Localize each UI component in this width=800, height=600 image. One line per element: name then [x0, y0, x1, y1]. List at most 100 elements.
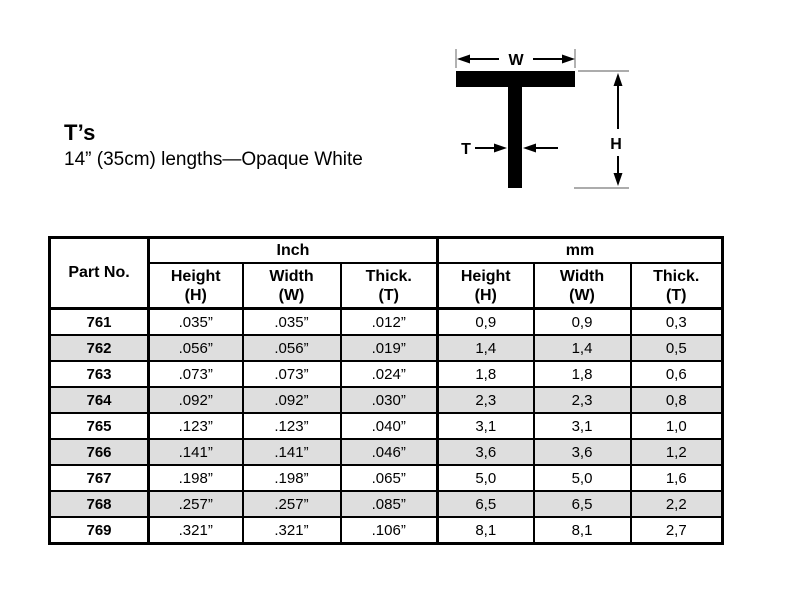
- mm-height-cell: 1,4: [436, 334, 535, 362]
- inch-width-cell: .257”: [241, 490, 342, 518]
- header-line2: (W): [569, 286, 595, 304]
- header-line2: (T): [666, 286, 687, 304]
- mm-height-cell: 8,1: [436, 516, 535, 545]
- mm-thick-cell: 0,8: [629, 386, 724, 414]
- mm-height-cell: 3,6: [436, 438, 535, 466]
- table-row: 769 .321” .321” .106” 8,1 8,1 2,7: [48, 516, 724, 545]
- mm-height-cell: 2,3: [436, 386, 535, 414]
- table-row: 762 .056” .056” .019” 1,4 1,4 0,5: [48, 334, 724, 362]
- part-no-cell: 765: [48, 412, 150, 440]
- inch-width-cell: .056”: [241, 334, 342, 362]
- inch-height-cell: .056”: [147, 334, 244, 362]
- header-line2: (H): [184, 286, 207, 304]
- inch-height-cell: .141”: [147, 438, 244, 466]
- header-line2: (H): [474, 286, 497, 304]
- mm-height-cell: 1,8: [436, 360, 535, 388]
- inch-height-cell: .092”: [147, 386, 244, 414]
- w-arrow-right-icon: [562, 54, 575, 64]
- t-dim-label: T: [461, 141, 471, 158]
- inch-thick-cell: .106”: [339, 516, 439, 545]
- h-arrow-up-icon: [613, 73, 623, 86]
- header-line1: Width: [559, 267, 605, 285]
- inch-width-cell: .073”: [241, 360, 342, 388]
- group-header-row: Part No. Inch mm: [48, 236, 724, 310]
- part-no-cell: 768: [48, 490, 150, 518]
- mm-group-header: mm: [436, 236, 724, 264]
- inch-thick-header: Thick. (T): [339, 262, 439, 310]
- part-no-cell: 769: [48, 516, 150, 545]
- sub-header-row: Height (H) Width (W) Thick. (T) Height (…: [50, 262, 724, 310]
- inch-height-cell: .257”: [147, 490, 244, 518]
- inch-thick-cell: .024”: [339, 360, 439, 388]
- inch-height-cell: .035”: [147, 307, 244, 336]
- table-row: 766 .141” .141” .046” 3,6 3,6 1,2: [48, 438, 724, 466]
- table-row: 761 .035” .035” .012” 0,9 0,9 0,3: [48, 307, 724, 336]
- page-title: T’s: [64, 120, 96, 145]
- mm-height-cell: 6,5: [436, 490, 535, 518]
- part-no-cell: 763: [48, 360, 150, 388]
- t-flange: [456, 71, 575, 87]
- inch-width-cell: .123”: [241, 412, 342, 440]
- inch-width-header: Width (W): [241, 262, 342, 310]
- inch-thick-cell: .085”: [339, 490, 439, 518]
- inch-thick-cell: .012”: [339, 307, 439, 336]
- inch-group-header: Inch: [147, 236, 439, 264]
- h-dim-label: H: [610, 136, 622, 153]
- header-line2: (W): [278, 286, 305, 304]
- header-line2: (T): [378, 286, 399, 304]
- mm-thick-cell: 0,3: [629, 307, 724, 336]
- mm-width-cell: 1,8: [532, 360, 632, 388]
- page-subtitle: 14” (35cm) lengths—Opaque White: [64, 149, 363, 170]
- part-no-cell: 766: [48, 438, 150, 466]
- mm-thick-cell: 0,5: [629, 334, 724, 362]
- table-header: Part No. Inch mm Height (H) Width (W) Th…: [48, 236, 724, 310]
- mm-thick-header: Thick. (T): [629, 262, 724, 310]
- inch-height-cell: .073”: [147, 360, 244, 388]
- t-arrow-right-icon: [494, 143, 507, 153]
- table-row: 764 .092” .092” .030” 2,3 2,3 0,8: [48, 386, 724, 414]
- table-body: 761 .035” .035” .012” 0,9 0,9 0,3 762 .0…: [48, 307, 724, 545]
- inch-width-cell: .198”: [241, 464, 342, 492]
- h-arrow-down-icon: [613, 173, 623, 186]
- inch-thick-cell: .046”: [339, 438, 439, 466]
- header-line1: Thick.: [365, 267, 412, 285]
- part-no-cell: 767: [48, 464, 150, 492]
- mm-thick-cell: 0,6: [629, 360, 724, 388]
- table-row: 768 .257” .257” .085” 6,5 6,5 2,2: [48, 490, 724, 518]
- inch-thick-cell: .030”: [339, 386, 439, 414]
- inch-height-cell: .123”: [147, 412, 244, 440]
- mm-thick-cell: 2,7: [629, 516, 724, 545]
- mm-height-cell: 5,0: [436, 464, 535, 492]
- table-row: 767 .198” .198” .065” 5,0 5,0 1,6: [48, 464, 724, 492]
- t-arrow-left-icon: [523, 143, 536, 153]
- header-line1: Width: [269, 267, 314, 285]
- t-stem: [508, 87, 522, 188]
- section-heading: T’s 14” (35cm) lengths—Opaque White: [64, 120, 363, 171]
- mm-width-cell: 3,6: [532, 438, 632, 466]
- header-line1: Height: [460, 267, 511, 285]
- inch-thick-cell: .065”: [339, 464, 439, 492]
- inch-width-cell: .321”: [241, 516, 342, 545]
- header-line1: Height: [170, 267, 221, 285]
- mm-thick-cell: 1,6: [629, 464, 724, 492]
- spec-table: Part No. Inch mm Height (H) Width (W) Th…: [48, 236, 724, 545]
- part-no-cell: 761: [48, 307, 150, 336]
- mm-width-cell: 5,0: [532, 464, 632, 492]
- w-arrow-left-icon: [457, 54, 470, 64]
- header-line1: Thick.: [653, 267, 700, 285]
- mm-width-header: Width (W): [532, 262, 632, 310]
- inch-height-cell: .321”: [147, 516, 244, 545]
- part-no-header: Part No.: [48, 236, 150, 310]
- inch-thick-cell: .040”: [339, 412, 439, 440]
- w-dim-label: W: [508, 52, 524, 69]
- mm-width-cell: 0,9: [532, 307, 632, 336]
- mm-height-cell: 3,1: [436, 412, 535, 440]
- inch-width-cell: .035”: [241, 307, 342, 336]
- mm-thick-cell: 2,2: [629, 490, 724, 518]
- inch-height-header: Height (H): [147, 262, 244, 310]
- mm-width-cell: 1,4: [532, 334, 632, 362]
- part-no-cell: 764: [48, 386, 150, 414]
- inch-width-cell: .092”: [241, 386, 342, 414]
- mm-width-cell: 2,3: [532, 386, 632, 414]
